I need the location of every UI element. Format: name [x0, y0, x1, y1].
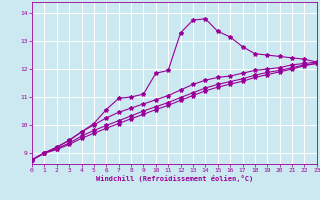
X-axis label: Windchill (Refroidissement éolien,°C): Windchill (Refroidissement éolien,°C) — [96, 175, 253, 182]
